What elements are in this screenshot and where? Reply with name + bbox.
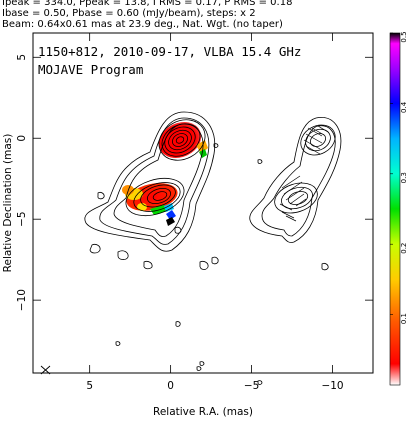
right-contours [249,117,342,243]
y-axis: 5 0 −5 −10 [16,54,373,311]
colorbar-tick-label: 0.4 [400,101,408,113]
x-axis: 5 0 −5 −10 [86,33,344,392]
header-line-2: Ibase = 0.50, Pbase = 0.60 (mJy/beam), s… [2,8,256,19]
colorbar-tick-label: 0.5 [400,31,408,42]
colorbar-ticks: 0.1 0.2 0.3 0.4 0.5 [390,31,408,324]
beam-symbol [40,365,51,375]
colorbar-tick-label: 0.2 [400,243,408,254]
y-tick-label: 0 [16,135,28,142]
polarization-vectors [279,125,329,222]
plot-frame [32,32,374,374]
chart-subtitle: MOJAVE Program [38,62,143,77]
y-axis-title: Relative Declination (mas) [2,134,14,273]
x-tick-label: 5 [86,380,93,392]
chart-title: 1150+812, 2010-09-17, VLBA 15.4 GHz [38,44,301,59]
x-tick-label: −10 [321,380,343,392]
y-tick-label: −10 [16,289,28,311]
x-tick-label: −5 [244,380,259,392]
header-line-3: Beam: 0.64x0.61 mas at 23.9 deg., Nat. W… [2,19,283,30]
colorbar-tick-label: 0.3 [400,172,408,183]
y-tick-label: 5 [16,54,28,61]
colorbar [389,32,401,386]
colorbar-tick-label: 0.1 [400,313,408,324]
x-tick-label: 0 [167,380,174,392]
y-tick-label: −5 [16,211,28,226]
header-line-1: Ipeak = 334.0, Ppeak = 13.8, I RMS = 0.1… [2,0,293,8]
intensity-contours [84,111,329,385]
x-axis-title: Relative R.A. (mas) [153,406,253,418]
